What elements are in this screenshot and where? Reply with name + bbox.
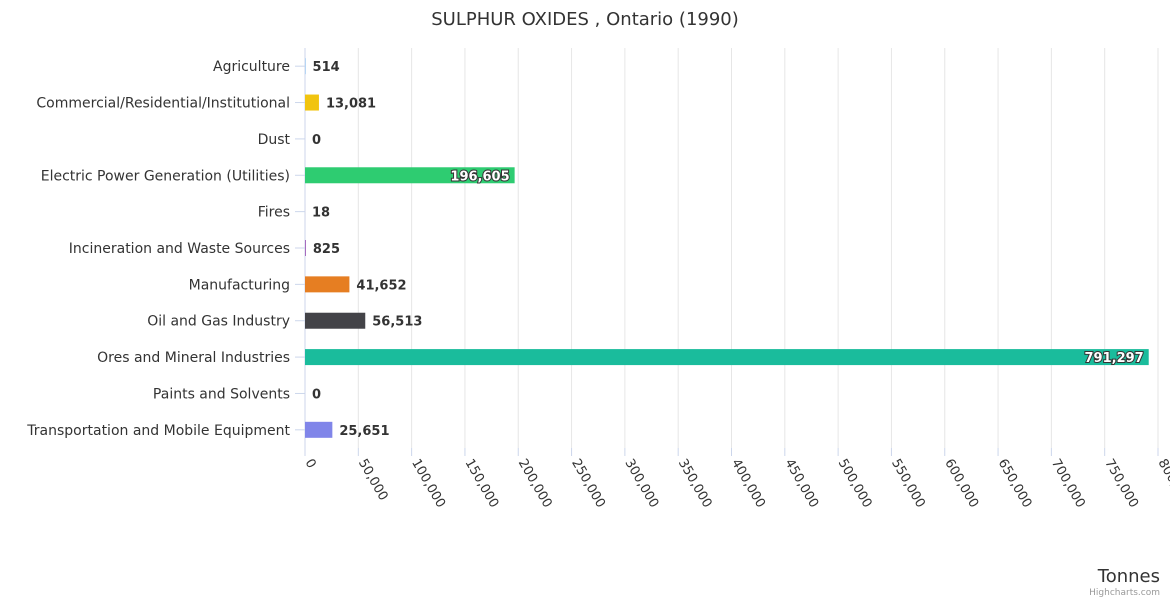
data-label: 25,651 bbox=[339, 424, 389, 439]
x-axis-ticks: 0 50,000 100,000 150,000 200,000 250,000 300,0… bbox=[302, 448, 1170, 511]
x-tick-label: 250,000 bbox=[568, 457, 608, 511]
chart-title: SULPHUR OXIDES , Ontario (1990) bbox=[431, 9, 739, 30]
x-tick-label: 200,000 bbox=[515, 457, 555, 511]
x-tick-label: 400,000 bbox=[728, 457, 768, 511]
category-label: Agriculture bbox=[213, 59, 290, 75]
bar[interactable] bbox=[305, 94, 319, 111]
x-tick-label: 550,000 bbox=[888, 457, 928, 511]
data-label: 0 bbox=[312, 387, 321, 402]
category-labels: Agriculture Commercial/Residential/Instit… bbox=[26, 59, 305, 439]
x-tick-label: 300,000 bbox=[621, 457, 661, 511]
category-label: Oil and Gas Industry bbox=[147, 314, 290, 330]
category-label: Paints and Solvents bbox=[153, 386, 290, 402]
category-label: Transportation and Mobile Equipment bbox=[26, 423, 290, 439]
category-label: Dust bbox=[258, 132, 291, 148]
x-tick-label: 450,000 bbox=[781, 457, 821, 511]
x-tick-label: 50,000 bbox=[355, 457, 391, 504]
category-label: Incineration and Waste Sources bbox=[69, 241, 290, 257]
bar[interactable] bbox=[305, 167, 515, 184]
category-label: Manufacturing bbox=[189, 277, 290, 293]
x-tick-label: 350,000 bbox=[675, 457, 715, 511]
x-axis-title: Tonnes bbox=[1097, 566, 1160, 587]
x-tick-label: 150,000 bbox=[461, 457, 501, 511]
data-label: 0 bbox=[312, 133, 321, 148]
x-tick-label: 700,000 bbox=[1048, 457, 1088, 511]
bar[interactable] bbox=[305, 240, 306, 256]
data-labels: 514 13,081 0 196,605 18 825 41,652 56,513 791,29… bbox=[312, 60, 1145, 439]
data-label: 196,605 bbox=[450, 169, 509, 184]
x-tick-label: 800,000 bbox=[1155, 457, 1170, 511]
category-label: Fires bbox=[258, 205, 290, 221]
x-tick-label: 500,000 bbox=[835, 457, 875, 511]
x-tick-label: 100,000 bbox=[408, 457, 448, 511]
data-label: 514 bbox=[313, 60, 340, 75]
x-tick-label: 750,000 bbox=[1101, 457, 1141, 511]
data-label: 18 bbox=[312, 206, 330, 221]
credits-label[interactable]: Highcharts.com bbox=[1089, 588, 1160, 598]
bars bbox=[305, 58, 1149, 438]
x-tick-label: 650,000 bbox=[995, 457, 1035, 511]
category-label: Electric Power Generation (Utilities) bbox=[41, 168, 290, 184]
data-label: 41,652 bbox=[356, 278, 406, 293]
data-label: 825 bbox=[313, 242, 340, 257]
bar[interactable] bbox=[305, 276, 350, 293]
data-label: 791,297 bbox=[1085, 351, 1144, 366]
grid-lines bbox=[304, 48, 1159, 448]
bar[interactable] bbox=[305, 312, 366, 329]
data-label: 56,513 bbox=[372, 315, 422, 330]
x-tick-label: 600,000 bbox=[941, 457, 981, 511]
data-label: 13,081 bbox=[326, 97, 376, 112]
category-label: Commercial/Residential/Institutional bbox=[36, 96, 290, 112]
bar[interactable] bbox=[305, 421, 333, 438]
x-tick-label: 0 bbox=[302, 457, 319, 472]
bar[interactable] bbox=[305, 349, 1149, 366]
category-label: Ores and Mineral Industries bbox=[97, 350, 290, 366]
bar[interactable] bbox=[305, 58, 306, 75]
